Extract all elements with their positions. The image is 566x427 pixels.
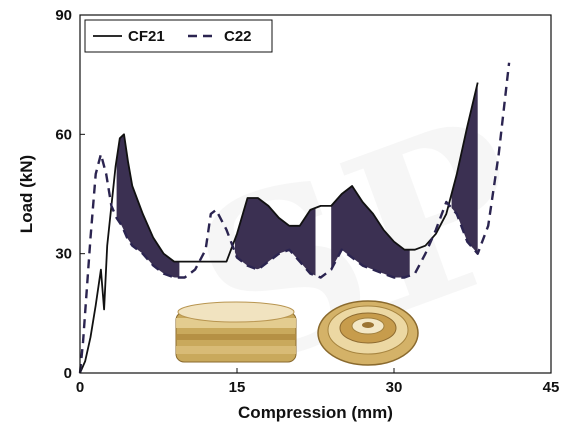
legend-label-cf21: CF21 [128,28,165,45]
x-tick-label: 0 [76,379,84,396]
series-line-cf21 [79,82,479,374]
x-axis-title: Compression (mm) [238,403,393,422]
fill-region-2 [234,198,316,276]
specimen-images [175,300,419,366]
x-tick-label: 30 [386,379,403,396]
plot-frame [79,14,552,374]
y-tick-label: 90 [55,7,72,24]
series-line-c22 [78,62,511,374]
y-tick-label: 0 [64,365,72,382]
x-tick-label: 15 [229,379,246,396]
y-tick-label: 60 [55,126,72,143]
specimen-cf21-photo [175,301,297,363]
legend-label-c22: C22 [224,28,252,45]
axes: 0 15 30 45 0 30 60 90 Compression (mm) Load (kN) [17,7,559,422]
y-axis-title: Load (kN) [17,155,36,233]
fill-region-1 [116,135,180,278]
filled-regions [116,82,478,278]
legend: CF21 C22 [84,19,273,53]
specimen-c22-photo [317,300,419,366]
x-tick-label: 45 [543,379,560,396]
series-layer [78,62,511,374]
fill-region-3 [331,187,410,278]
fill-region-4 [451,82,478,254]
y-tick-label: 30 [55,246,72,263]
